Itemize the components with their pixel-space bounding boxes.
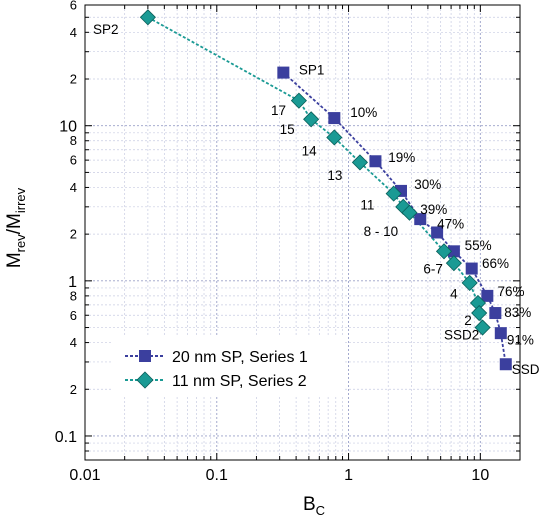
annotation-label: 4 — [450, 286, 458, 301]
annotations: SP2 SP1 17 15 10% 14 13 19% 11 30% 39% 8 - 10 47%55%… — [93, 22, 540, 377]
series-2-point — [435, 243, 453, 260]
y-minor-tick-label: 6 — [70, 0, 77, 13]
series-2-point — [290, 92, 307, 109]
annotation-label: 76% — [498, 284, 525, 299]
y-tick-label: 10 — [59, 119, 77, 136]
annotation-label: 15 — [280, 122, 295, 137]
series-1-point — [328, 112, 341, 125]
series-1-point — [414, 213, 427, 226]
series-1-point — [494, 327, 507, 340]
annotation-label: 14 — [302, 144, 318, 159]
annotation-label: 10% — [350, 105, 377, 120]
series-1-point — [447, 245, 460, 258]
annotation-label: 6-7 — [423, 262, 443, 277]
x-axis-label: BC — [303, 494, 325, 518]
legend-marker-series-1 — [139, 350, 151, 362]
annotation-label: SSD1 — [512, 362, 540, 377]
annotation-label: SP1 — [299, 63, 325, 78]
y-minor-tick-label: 4 — [70, 25, 77, 40]
annotation-label: SP2 — [93, 22, 119, 37]
y-minor-tick-label: 4 — [70, 335, 77, 350]
series-1-point — [465, 262, 478, 275]
y-minor-tick-label: 8 — [70, 288, 77, 303]
y-axis-label: Mrev/Mirrev — [4, 187, 28, 268]
series-lines — [147, 16, 507, 365]
series-2-point — [445, 255, 462, 272]
series-line-1 — [282, 71, 507, 365]
x-tick-label: 1 — [344, 467, 353, 484]
annotation-label: 19% — [388, 150, 415, 165]
y-tick-label: 0.1 — [55, 429, 77, 446]
series-1-point — [277, 66, 290, 79]
y-minor-tick-label: 4 — [70, 180, 77, 195]
y-minor-tick-label: 2 — [70, 72, 77, 87]
y-minor-tick-label: 2 — [70, 227, 77, 242]
x-tick-label: 0.01 — [69, 467, 100, 484]
plot-frame — [84, 4, 521, 461]
series-1-point — [369, 155, 382, 168]
annotation-label: 17 — [271, 103, 286, 118]
x-tick-label: 10 — [471, 467, 489, 484]
series-2-point — [326, 129, 343, 146]
legend-marker-series-2 — [136, 371, 154, 389]
annotation-label: 13 — [327, 168, 342, 183]
annotation-label: 83% — [504, 305, 531, 320]
series-2-point — [471, 304, 488, 322]
legend-box — [112, 337, 344, 397]
series-2-point — [474, 319, 491, 336]
series-2-point — [461, 274, 478, 291]
y-tick-label: 1 — [68, 274, 77, 291]
series-1-point — [431, 226, 444, 239]
series-2-point — [401, 204, 418, 221]
annotation-label: 8 - 10 — [364, 224, 399, 239]
legend: 20 nm SP, Series 1 11 nm SP, Series 2 — [112, 337, 344, 397]
annotation-label: 66% — [482, 256, 509, 271]
series-2-point — [351, 154, 369, 171]
series-1-point — [489, 307, 502, 320]
series-1-point — [481, 289, 494, 302]
legend-label-series-1: 20 nm SP, Series 1 — [172, 349, 308, 366]
y-minor-tick-label: 6 — [70, 308, 77, 323]
annotation-label: 39% — [420, 202, 447, 217]
annotation-label: 55% — [465, 238, 492, 253]
series-markers — [139, 9, 512, 371]
legend-label-series-2: 11 nm SP, Series 2 — [172, 373, 307, 390]
annotation-label: SSD2 — [444, 328, 479, 343]
y-minor-tick-label: 6 — [70, 153, 77, 168]
y-minor-tick-label: 2 — [70, 382, 77, 397]
series-2-point — [385, 185, 402, 202]
y-minor-tick-label: 8 — [70, 133, 77, 148]
annotation-label: 11 — [360, 198, 374, 213]
annotation-label: 30% — [414, 177, 441, 192]
series-1-point — [499, 358, 512, 371]
annotation-label: 47% — [437, 216, 464, 231]
annotation-label: 2 — [464, 313, 472, 328]
annotation-label: 91% — [507, 332, 534, 347]
series-2-point — [139, 9, 156, 26]
x-tick-label: 0.1 — [206, 467, 228, 484]
series-2-point — [303, 111, 320, 128]
